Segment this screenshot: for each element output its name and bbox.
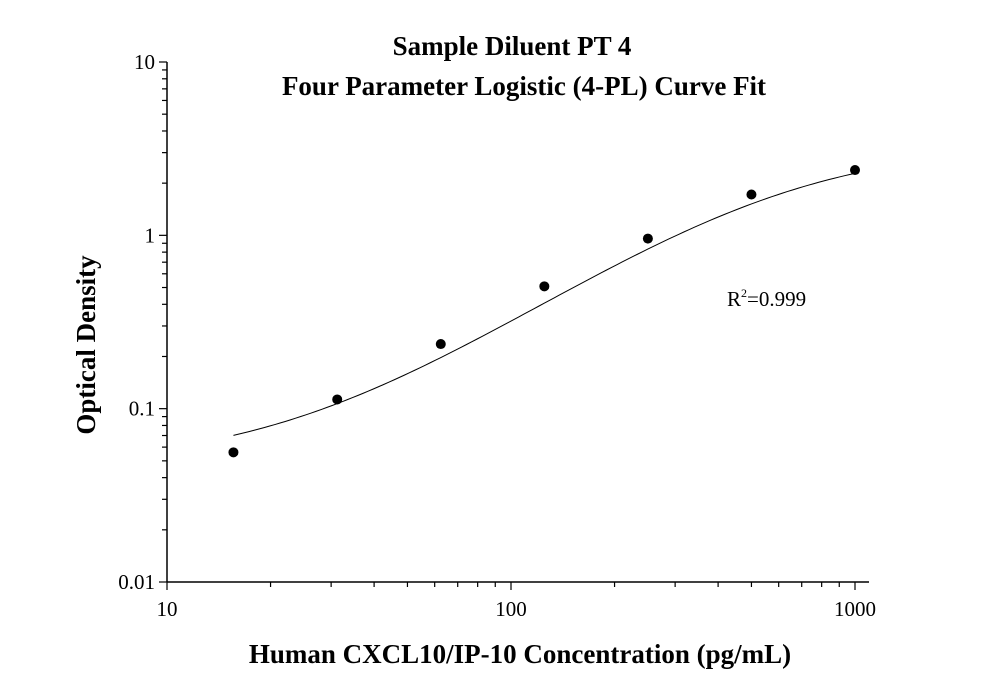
y-tick-label: 0.1 — [129, 397, 155, 421]
tick-labels: 10 100 1000 0.01 0.1 1 10 — [118, 50, 876, 621]
ticks — [159, 61, 856, 590]
y-tick-label: 10 — [134, 50, 155, 74]
data-point — [539, 281, 550, 292]
axes — [166, 62, 869, 583]
x-tick-label: 100 — [495, 597, 527, 621]
x-tick-label: 10 — [157, 597, 178, 621]
chart-title: Sample Diluent PT 4 — [393, 31, 632, 61]
x-axis-label: Human CXCL10/IP-10 Concentration (pg/mL) — [249, 639, 791, 669]
data-point — [642, 233, 653, 244]
data-point — [435, 339, 446, 350]
x-tick-label: 1000 — [834, 597, 876, 621]
data-point — [850, 165, 860, 176]
y-axis-label: Optical Density — [71, 255, 101, 435]
y-tick-label: 0.01 — [118, 570, 155, 594]
data-point — [228, 447, 239, 458]
data-points — [228, 165, 860, 458]
r-squared-annotation: R2=0.999 — [727, 286, 806, 311]
data-point — [746, 189, 757, 200]
data-point — [332, 394, 343, 405]
y-tick-label: 1 — [145, 223, 156, 247]
chart-subtitle: Four Parameter Logistic (4-PL) Curve Fit — [282, 71, 766, 101]
